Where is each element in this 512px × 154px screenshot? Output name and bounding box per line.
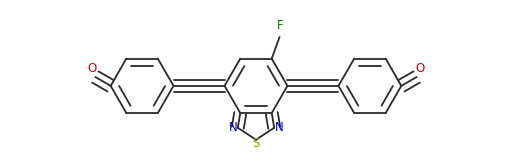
Text: N: N bbox=[228, 121, 237, 134]
Text: S: S bbox=[252, 137, 260, 150]
Text: F: F bbox=[277, 19, 284, 32]
Text: N: N bbox=[275, 121, 284, 134]
Text: O: O bbox=[88, 62, 97, 75]
Text: O: O bbox=[415, 62, 424, 75]
